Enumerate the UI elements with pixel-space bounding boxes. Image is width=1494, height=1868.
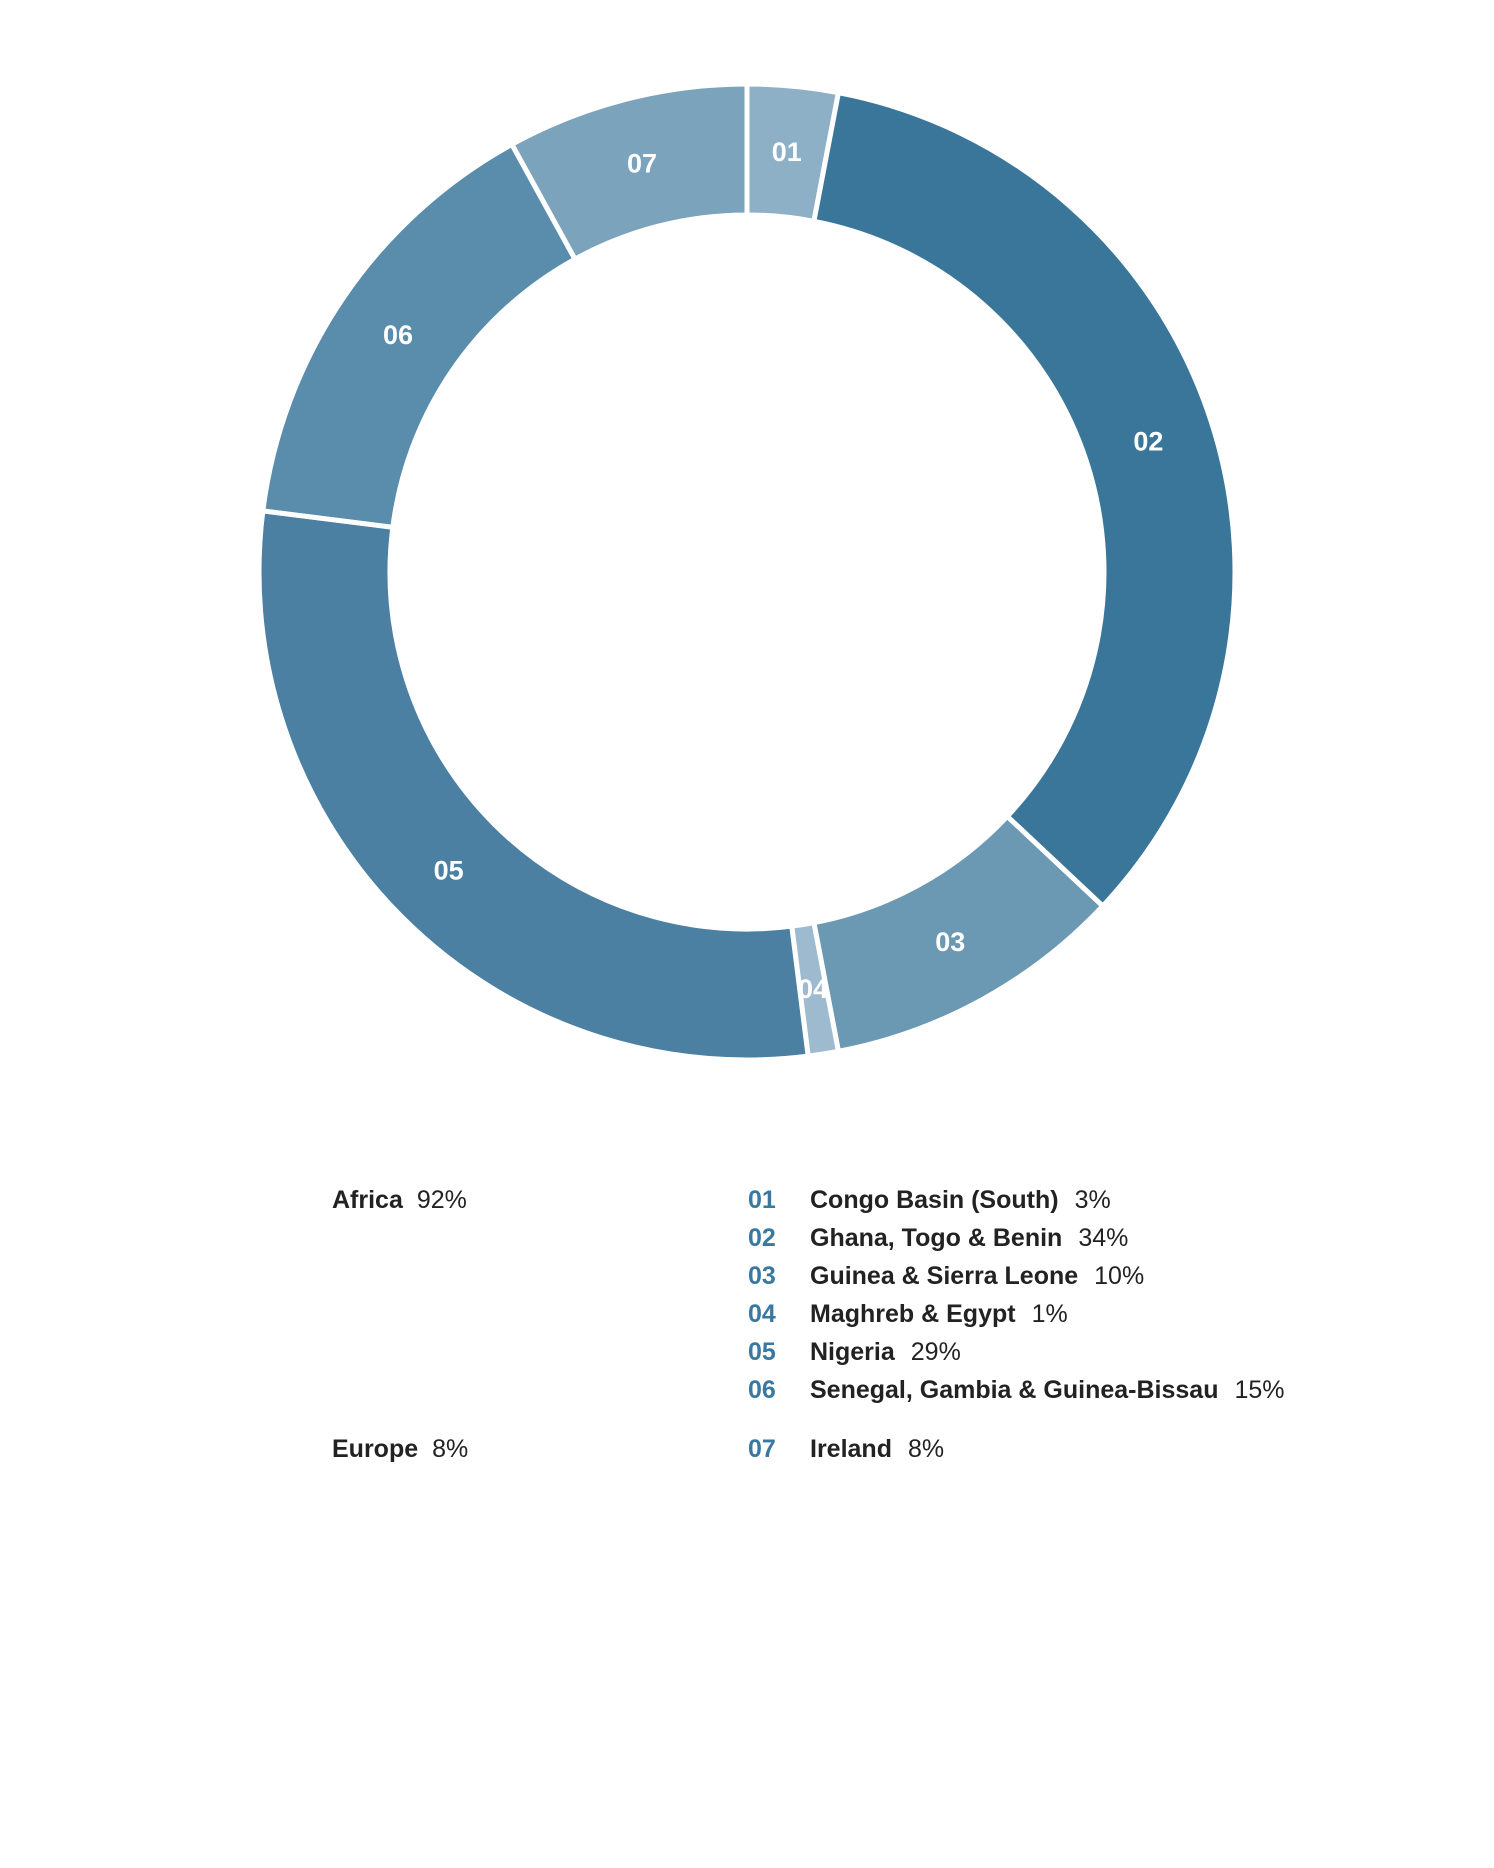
slice-label-01: 01 [772,137,802,167]
legend-percent: 34% [1078,1224,1129,1252]
legend-item-04: 04 Maghreb & Egypt 1% [748,1299,1068,1329]
legend-name: Senegal, Gambia & Guinea-Bissau [810,1376,1219,1404]
legend-item-06: 06 Senegal, Gambia & Guinea-Bissau 15% [748,1375,1285,1405]
group-row-africa: Africa 92% [332,1185,467,1215]
group-name: Europe [332,1435,419,1463]
legend-percent: 29% [910,1338,961,1366]
legend-percent: 3% [1074,1186,1111,1214]
group-row-europe: Europe 8% [332,1434,468,1464]
slice-label-05: 05 [434,855,464,885]
legend-percent: 15% [1234,1376,1285,1404]
donut-chart: 01 02 03 04 05 06 07 [256,81,1238,1063]
legend-name: Ireland [810,1435,892,1463]
donut-slice-02 [810,89,1238,910]
legend-code: 07 [748,1435,776,1463]
slice-label-04: 04 [798,974,828,1004]
legend-item-03: 03 Guinea & Sierra Leone 10% [748,1261,1144,1291]
slice-label-02: 02 [1133,427,1163,457]
legend-name: Congo Basin (South) [810,1186,1059,1214]
donut-slice-labels: 01 02 03 04 05 06 07 [383,137,1163,1004]
slice-label-06: 06 [383,320,413,350]
donut-slice-07 [508,81,750,263]
donut-slices [256,81,1238,1063]
legend-code: 05 [748,1338,776,1366]
legend-code: 01 [748,1186,776,1214]
group-name: Africa [332,1186,403,1214]
legend-percent: 10% [1094,1262,1145,1290]
legend-item-01: 01 Congo Basin (South) 3% [748,1185,1111,1215]
legend-code: 02 [748,1224,776,1252]
donut-slice-05 [256,508,811,1063]
legend-item-07: 07 Ireland 8% [748,1434,944,1464]
legend-item-02: 02 Ghana, Togo & Benin 34% [748,1223,1128,1253]
legend-name: Nigeria [810,1338,895,1366]
slice-label-03: 03 [935,927,965,957]
group-percent: 8% [432,1435,469,1463]
slice-label-07: 07 [627,148,657,178]
donut-slice-06 [260,140,579,531]
group-percent: 92% [416,1186,467,1214]
legend-code: 04 [748,1300,776,1328]
legend-name: Guinea & Sierra Leone [810,1262,1079,1290]
legend-item-05: 05 Nigeria 29% [748,1337,961,1367]
legend-code: 06 [748,1376,776,1404]
legend-percent: 1% [1031,1300,1068,1328]
legend-code: 03 [748,1262,776,1290]
legend-name: Ghana, Togo & Benin [810,1224,1063,1252]
legend-name: Maghreb & Egypt [810,1300,1016,1328]
legend-percent: 8% [907,1435,945,1463]
